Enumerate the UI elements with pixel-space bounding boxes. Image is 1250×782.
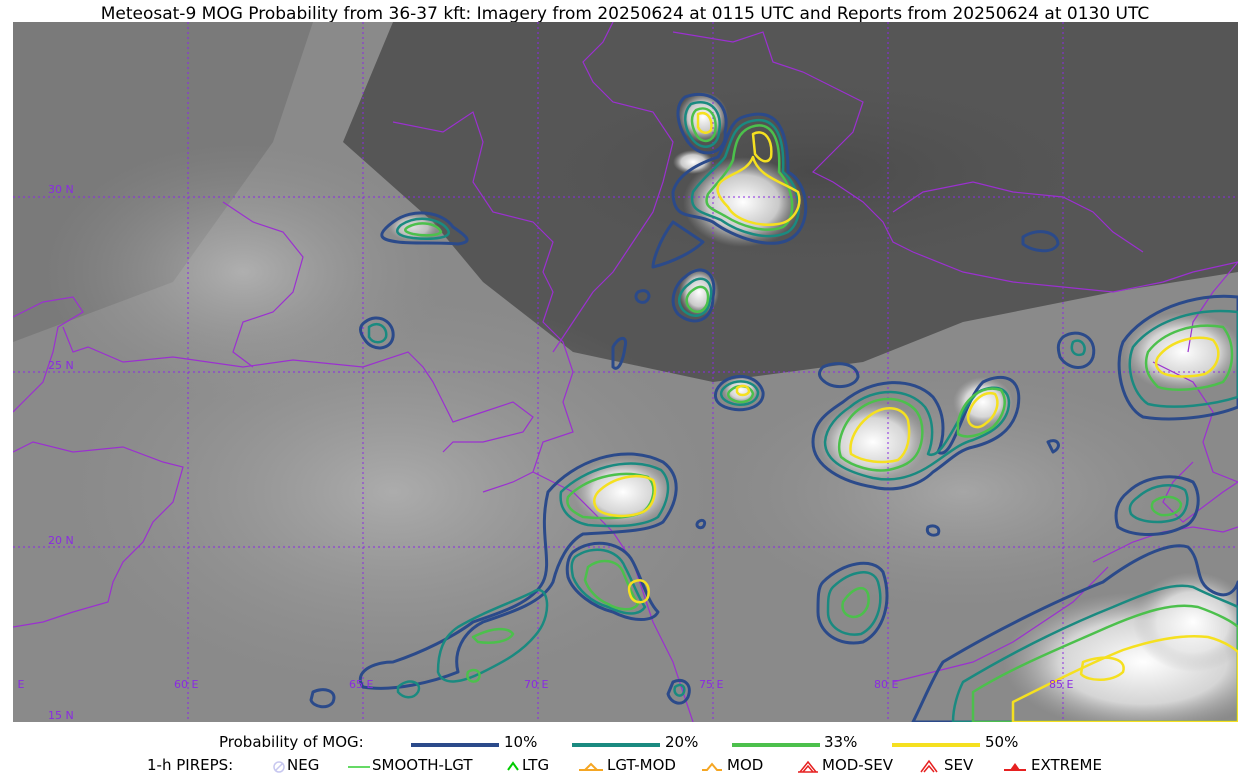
pirep-label-mod-sev: MOD-SEV	[822, 756, 893, 774]
pireps-legend-heading: 1-h PIREPS:	[147, 756, 234, 774]
pirep-label-smooth-lgt: SMOOTH-LGT	[372, 756, 473, 774]
lat-label: 20 N	[48, 534, 74, 547]
lon-label: 70 E	[524, 678, 548, 691]
legend-swatch-10pct	[411, 743, 499, 747]
contours-20pct	[367, 101, 1238, 722]
ltg-icon	[507, 761, 519, 771]
legend-label-33pct: 33%	[824, 733, 858, 751]
lat-label: 15 N	[48, 709, 74, 722]
legend-label-10pct: 10%	[504, 733, 538, 751]
sev-icon	[920, 759, 938, 773]
contours-10pct	[309, 92, 1238, 722]
pirep-label-neg: NEG	[287, 756, 320, 774]
legend-label-50pct: 50%	[985, 733, 1019, 751]
lon-labels: 55 E 60 E 65 E 70 E 75 E 80 E 85 E	[13, 678, 1073, 691]
lon-label: 85 E	[1049, 678, 1073, 691]
extreme-icon	[1004, 763, 1026, 771]
lon-label: 65 E	[349, 678, 373, 691]
lat-labels: 30 N 25 N 20 N 15 N	[48, 183, 74, 722]
probability-legend: Probability of MOG: 10% 20% 33% 50%	[0, 733, 1250, 753]
neg-icon	[273, 761, 285, 773]
lon-label: 80 E	[874, 678, 898, 691]
lon-label: 55 E	[13, 678, 24, 691]
pirep-label-sev: SEV	[944, 756, 974, 774]
pirep-label-extreme: EXTREME	[1031, 756, 1102, 774]
lon-label: 75 E	[699, 678, 723, 691]
mod-icon	[702, 762, 722, 771]
lgt-mod-icon	[579, 762, 603, 771]
contours-50pct	[593, 111, 1238, 722]
lon-label: 60 E	[174, 678, 198, 691]
satellite-map: 30 N 25 N 20 N 15 N 55 E 60 E 65 E 70 E …	[13, 22, 1238, 722]
legend-swatch-33pct	[732, 743, 820, 747]
pirep-label-ltg: LTG	[522, 756, 550, 774]
lat-label: 30 N	[48, 183, 74, 196]
mod-sev-icon	[798, 760, 818, 773]
legend-swatch-20pct	[572, 743, 660, 747]
pirep-label-lgt-mod: LGT-MOD	[607, 756, 676, 774]
map-title: Meteosat-9 MOG Probability from 36-37 kf…	[100, 4, 1150, 24]
contours-33pct	[404, 107, 1238, 722]
legend-label-20pct: 20%	[665, 733, 699, 751]
pirep-label-mod: MOD	[727, 756, 764, 774]
smooth-lgt-icon	[348, 766, 370, 768]
lat-label: 25 N	[48, 359, 74, 372]
probability-legend-heading: Probability of MOG:	[219, 733, 364, 751]
pireps-legend: 1-h PIREPS: NEG SMOOTH-LGT LTG LGT-MOD M…	[0, 756, 1250, 776]
legend-swatch-50pct	[892, 743, 980, 747]
